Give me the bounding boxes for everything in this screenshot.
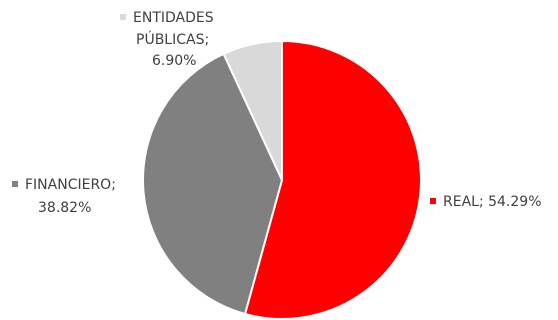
label-entidades-line3: 6.90% [152, 53, 196, 69]
key-real [430, 198, 436, 204]
label-entidades-line2: PÚBLICAS; [136, 30, 209, 48]
key-financiero [12, 181, 18, 187]
slice-financiero [142, 52, 284, 316]
slice-real [243, 39, 422, 320]
key-entidades-publicas [120, 14, 126, 20]
pie-slices [142, 39, 422, 320]
label-entidades-line1: ENTIDADES [133, 10, 214, 26]
label-financiero-line1: FINANCIERO; [25, 177, 116, 193]
label-real: REAL; 54.29% [443, 194, 542, 210]
slice-entidades-publicas [222, 39, 283, 181]
label-financiero-line2: 38.82% [38, 200, 91, 216]
